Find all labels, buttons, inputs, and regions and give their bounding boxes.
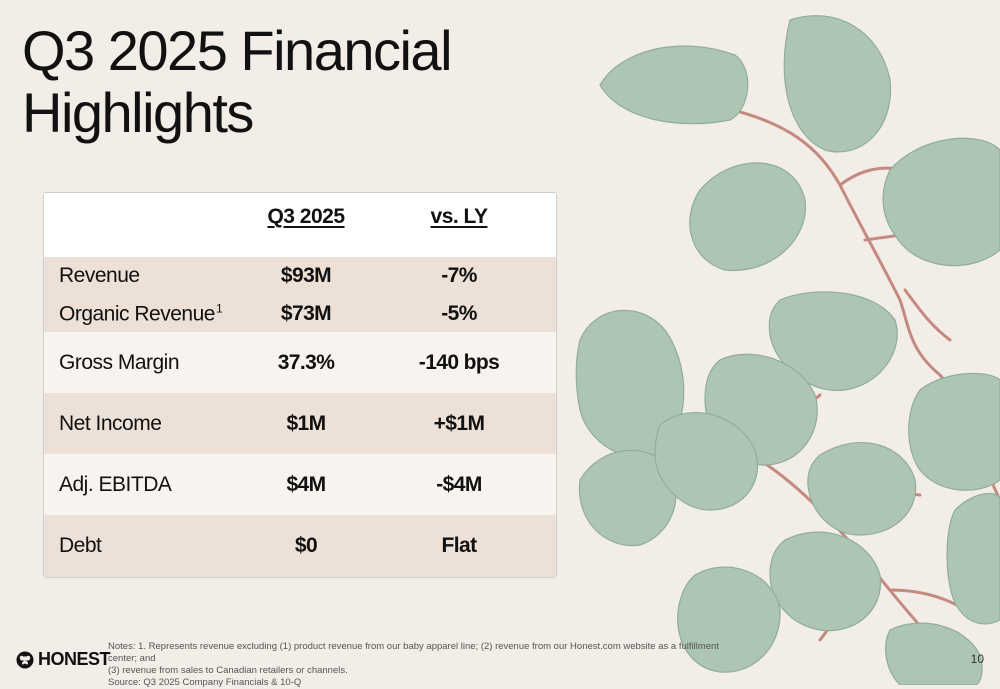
column-header-vs-ly: vs. LY [430,205,488,228]
row-value: 37.3% [277,350,335,374]
row-change: +$1M [433,411,485,435]
financial-highlights-table: Q3 2025 vs. LY Revenue $93M -7% Organic … [43,192,557,578]
row-label: Gross Margin [59,350,180,374]
source-note: Source: Q3 2025 Company Financials & 10-… [108,677,302,688]
row-change: -7% [441,264,477,287]
notes-line-2: (3) revenue from sales to Canadian retai… [108,665,348,676]
butterfly-icon [16,651,34,668]
company-logo: HONEST [16,649,111,670]
row-value: $4M [286,472,326,496]
page-title: Q3 2025 Financial Highlights [22,19,453,144]
footnote-marker: 1 [215,301,223,316]
eucalyptus-illustration [575,15,1000,685]
row-label: Revenue [59,264,140,287]
row-change: -140 bps [418,350,500,374]
logo-text: HONEST [38,649,111,669]
row-label: Debt [59,534,102,557]
table-row: Adj. EBITDA $4M -$4M [44,454,556,515]
row-label-text: Organic Revenue [59,302,215,326]
row-value: $0 [294,534,318,557]
row-value: $73M [280,302,332,325]
table-header-row: Q3 2025 vs. LY [44,193,556,257]
table-row: Organic Revenue1 $73M -5% [44,295,556,333]
row-label: Organic Revenue1 [59,301,223,327]
row-label: Net Income [59,411,162,435]
row-change: -5% [441,302,477,325]
row-change: -$4M [436,472,482,496]
row-change: Flat [441,534,478,557]
table-row-group-revenue: Revenue $93M -7% Organic Revenue1 $73M -… [44,257,556,332]
table-row: Debt $0 Flat [44,515,556,577]
title-line-2: Highlights [22,81,254,144]
row-label: Adj. EBITDA [59,472,172,496]
table-row: Net Income $1M +$1M [44,393,556,454]
row-value: $1M [286,411,326,435]
column-header-q3-2025: Q3 2025 [267,205,345,228]
page-number: 10 [970,652,984,666]
footnotes: Notes: 1. Represents revenue excluding (… [108,641,728,689]
table-row: Revenue $93M -7% [44,257,556,295]
table-row: Gross Margin 37.3% -140 bps [44,332,556,393]
title-line-1: Q3 2025 Financial [22,19,453,82]
row-value: $93M [280,264,332,287]
notes-line-1: Notes: 1. Represents revenue excluding (… [108,641,719,664]
